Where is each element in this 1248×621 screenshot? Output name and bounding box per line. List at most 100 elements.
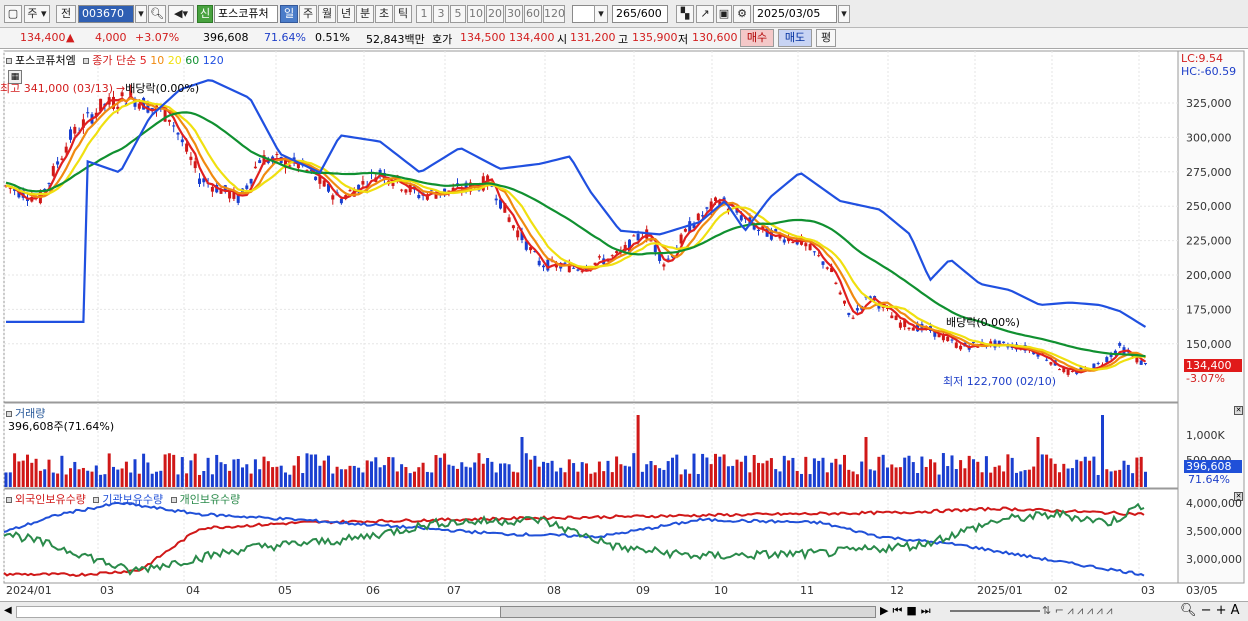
candle-body [597,256,601,258]
volume-value: 396,608 [203,31,249,44]
candle-body [120,92,124,97]
interval-tab-60[interactable]: 60 [524,5,542,23]
candle-body [610,255,614,257]
candle-body [890,315,894,319]
volume-bar [1053,463,1057,487]
volume-bar [189,460,193,487]
candle-body [524,241,528,250]
volume-bar [757,462,760,487]
buy-button[interactable]: 매수 [740,29,774,47]
interval-tab-3[interactable]: 3 [433,5,449,23]
period-tab-3[interactable]: 년 [337,5,355,23]
volume-bar [292,465,296,487]
candle-body [69,129,72,140]
volume-bar [129,472,133,487]
current-pct-tag: -3.07% [1186,372,1225,385]
period-tab-6[interactable]: 틱 [394,5,412,23]
candle-body [327,183,330,192]
data-count-field[interactable]: 265/600 [612,5,668,23]
stock-code-input[interactable]: 003670 [78,5,134,23]
volume-bar [542,461,545,487]
period-tab-5[interactable]: 초 [375,5,393,23]
zoom-controls[interactable]: 🔍︎ − + A [1180,603,1240,618]
scroll-thumb[interactable] [500,606,876,618]
period-tab-2[interactable]: 월 [318,5,336,23]
volume-bar [675,454,679,487]
volume-bar [825,472,829,487]
volume-bar [241,467,244,487]
volume-bar [1092,456,1096,487]
candle-body [576,269,580,271]
pane-handle-icon[interactable] [83,58,90,64]
volume-bar [1135,457,1139,487]
x-label-2: 04 [186,584,200,597]
interval-tab-5[interactable]: 5 [450,5,466,23]
candle-body [946,336,950,342]
candle-body [318,175,322,184]
candle-body [193,161,197,169]
chevron-down-icon[interactable]: ▾ [135,5,147,23]
draw-tool-icon[interactable]: ↗ [696,5,714,23]
candle-body [804,243,808,247]
candle-body [189,156,193,160]
volume-bar [249,473,253,487]
volume-bar [438,457,442,487]
candle-body [830,267,834,273]
volume-bar [972,459,975,487]
candle-body [559,265,563,269]
date-field[interactable]: 2025/03/05 [753,5,837,23]
candle-body [391,183,395,186]
candle-body [404,189,408,193]
volume-bar [1010,457,1014,487]
volume-bar [688,473,692,487]
save-icon[interactable]: ▣ [716,5,732,23]
speaker-icon[interactable]: ◀▾ [168,5,194,23]
sell-button[interactable]: 매도 [778,29,812,47]
volume-bar [155,471,158,487]
layout-icon[interactable]: ▢ [4,5,22,23]
bottom-scroll-bar: ◀ ▶⏮■⏭ ⇅ ⌐ ⩘ ⩘ ⩘ ⩘ ⩘ 🔍︎ − + A [0,601,1248,621]
volume-bar [77,469,81,487]
interval-tab-20[interactable]: 20 [486,5,504,23]
volume-bar [180,457,184,487]
volume-bar [843,454,846,487]
period-tab-1[interactable]: 주 [299,5,317,23]
interval-tab-1[interactable]: 1 [416,5,432,23]
chevron-down-icon[interactable]: ▾ [594,5,608,23]
volume-bar [628,466,631,487]
period-tab-4[interactable]: 분 [356,5,374,23]
period-tab-0[interactable]: 일 [280,5,298,23]
zoom-slider[interactable] [950,610,1040,612]
volume-bar [739,461,743,487]
candle-body [51,166,55,176]
eval-button[interactable]: 평 [816,29,836,47]
pane-handle-icon[interactable] [6,58,12,64]
volume-bar [597,461,601,487]
close-icon[interactable]: ✕ [1234,406,1243,415]
candle-body [739,215,743,221]
gear-icon[interactable]: ⚙ [733,5,751,23]
prev-button[interactable]: 전 [56,5,76,23]
interval-tab-30[interactable]: 30 [505,5,523,23]
ma-legend-5: 5 [139,54,151,67]
playback-controls[interactable]: ▶⏮■⏭ [880,604,935,617]
period-dropdown[interactable]: 주 ▾ [24,5,50,23]
high-price: 135,900 [632,31,678,44]
drawing-tools[interactable]: ⇅ ⌐ ⩘ ⩘ ⩘ ⩘ ⩘ [1042,604,1113,617]
candle-body [683,228,687,232]
chevron-down-icon[interactable]: ▾ [838,5,850,23]
scroll-left-icon[interactable]: ◀ [4,605,12,616]
candle-body [593,262,597,265]
price-pane [3,50,1179,403]
chart-tool-icon[interactable]: ▚ [676,5,694,23]
volume-bar [718,456,722,487]
interval-tab-10[interactable]: 10 [467,5,485,23]
volume-bar [692,453,696,487]
volume-bar [223,464,227,487]
candle-body [1070,370,1074,372]
close-icon[interactable]: ✕ [1234,492,1243,501]
candle-body [812,251,816,253]
grid-icon[interactable]: ▦ [8,70,22,84]
search-icon[interactable]: 🔍︎ [148,5,166,23]
interval-tab-120[interactable]: 120 [543,5,565,23]
